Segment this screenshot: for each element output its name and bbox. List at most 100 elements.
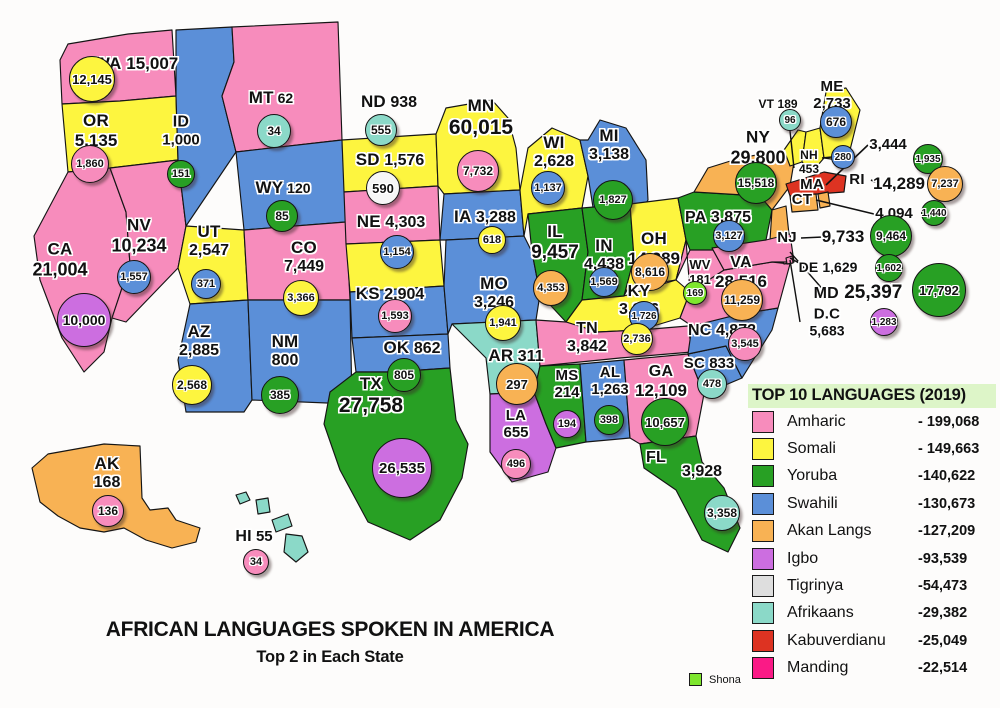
state-bubble-oh[interactable]: 8,616 <box>631 253 669 291</box>
state-bubble-ri[interactable]: 7,237 <box>927 166 963 202</box>
state-bubble-la[interactable]: 496 <box>501 449 531 479</box>
legend-row[interactable]: Swahili -130,673 <box>748 490 996 517</box>
state-bubble-hi[interactable]: 34 <box>243 549 269 575</box>
main-title: AFRICAN LANGUAGES SPOKEN IN AMERICA <box>105 618 555 641</box>
state-bubble-ok[interactable]: 805 <box>387 358 421 392</box>
legend-row[interactable]: Yoruba -140,622 <box>748 463 996 490</box>
state-bubble-pa[interactable]: 3,127 <box>713 220 745 252</box>
state-hi[interactable] <box>255 497 271 515</box>
legend-row[interactable]: Kabuverdianu -25,049 <box>748 627 996 654</box>
state-top1-value: 27,758 <box>338 394 404 417</box>
state-bubble-wy[interactable]: 85 <box>266 200 298 232</box>
state-abbr: NC <box>688 322 712 339</box>
state-md[interactable] <box>711 233 795 271</box>
state-bubble-ne[interactable]: 1,154 <box>380 235 414 269</box>
state-bubble-md[interactable]: 17,792 <box>912 263 966 317</box>
legend-row[interactable]: Manding -22,514 <box>748 655 996 682</box>
state-bubble-de[interactable]: 1,602 <box>875 254 903 282</box>
legend-swatch <box>752 492 774 515</box>
state-bubble-nj[interactable]: 9,464 <box>870 215 912 257</box>
state-bubble-nm[interactable]: 385 <box>261 376 299 414</box>
state-label-ar: AR 311 <box>488 346 543 366</box>
state-bubble-ia[interactable]: 618 <box>478 226 506 254</box>
legend-speaker-count: -140,622 <box>918 468 976 485</box>
state-callout-value-ma: 3,444 <box>869 136 907 154</box>
state-bubble-ms[interactable]: 194 <box>553 410 581 438</box>
state-bubble-ga[interactable]: 10,657 <box>641 398 689 446</box>
state-top1-value: 1,000 <box>162 131 200 149</box>
state-top2-value: 1,827 <box>599 194 627 206</box>
state-bubble-ak[interactable]: 136 <box>92 495 124 527</box>
state-bubble-dc[interactable]: 1,283 <box>870 308 898 336</box>
state-bubble-az[interactable]: 2,568 <box>172 365 212 405</box>
state-bubble-il[interactable]: 4,353 <box>533 270 569 306</box>
legend-speaker-count: - 199,068 <box>918 413 980 430</box>
legend-row[interactable]: Amharic - 199,068 <box>748 408 996 435</box>
state-hi[interactable] <box>235 491 251 505</box>
state-bubble-ar[interactable]: 297 <box>496 363 538 405</box>
state-bubble-mn[interactable]: 7,732 <box>457 150 499 192</box>
state-abbr: CA <box>47 239 73 259</box>
state-abbr: UT <box>197 222 221 241</box>
state-top2-value: 805 <box>393 368 415 382</box>
state-bubble-co[interactable]: 3,366 <box>283 280 319 316</box>
state-top1-value: 5,683 <box>809 322 845 339</box>
state-bubble-sd[interactable]: 590 <box>366 171 400 205</box>
state-top1-value: 2,628 <box>533 153 575 170</box>
legend-row[interactable]: Tigrinya -54,473 <box>748 572 996 599</box>
state-abbr: WY <box>255 178 284 197</box>
state-top2-value: 10,000 <box>62 312 106 328</box>
state-bubble-fl[interactable]: 3,358 <box>704 495 740 531</box>
state-label-la: LA 655 <box>503 407 528 441</box>
legend-row[interactable]: Akan Langs -127,209 <box>748 518 996 545</box>
state-bubble-ny[interactable]: 15,518 <box>735 162 777 204</box>
state-abbr: FL <box>646 449 666 466</box>
state-bubble-or[interactable]: 1,860 <box>71 145 109 183</box>
state-bubble-tx[interactable]: 26,535 <box>372 438 432 498</box>
state-bubble-mi[interactable]: 1,827 <box>593 180 633 220</box>
state-bubble-nd[interactable]: 555 <box>365 114 397 146</box>
state-bubble-ut[interactable]: 371 <box>191 269 221 299</box>
state-bubble-ct[interactable]: 1,440 <box>921 200 947 226</box>
state-abbr: OK <box>383 338 410 357</box>
state-top2-value: 385 <box>269 388 291 402</box>
state-ma[interactable] <box>785 171 847 197</box>
state-bubble-tn[interactable]: 2,736 <box>621 323 653 355</box>
state-bubble-mt[interactable]: 34 <box>257 114 291 148</box>
state-bubble-wa[interactable]: 12,145 <box>69 56 115 102</box>
state-hi[interactable] <box>271 513 293 533</box>
state-label-ga: GA 12,109 <box>635 363 687 401</box>
state-bubble-al[interactable]: 398 <box>594 405 624 435</box>
state-bubble-wi[interactable]: 1,137 <box>531 171 565 205</box>
legend-row[interactable]: Somali - 149,663 <box>748 435 996 462</box>
state-bubble-sc[interactable]: 478 <box>697 369 727 399</box>
state-ct[interactable] <box>789 193 819 213</box>
state-bubble-va[interactable]: 11,259 <box>721 279 763 321</box>
state-top2-value: 8,616 <box>634 265 666 279</box>
state-bubble-in[interactable]: 1,569 <box>589 267 619 297</box>
state-bubble-vt[interactable]: 96 <box>779 109 801 131</box>
legend-extra-shona: Shona <box>689 673 741 686</box>
state-abbr: WI <box>543 133 565 152</box>
state-abbr: ND <box>360 92 386 111</box>
state-bubble-nv[interactable]: 1,557 <box>117 260 151 294</box>
state-top2-value: 478 <box>702 378 722 390</box>
state-bubble-mo[interactable]: 1,941 <box>485 305 521 341</box>
state-bubble-ca[interactable]: 10,000 <box>57 293 111 347</box>
state-bubble-id[interactable]: 151 <box>167 160 195 188</box>
state-ri[interactable] <box>817 191 831 209</box>
state-bubble-ks[interactable]: 1,593 <box>378 299 412 333</box>
state-abbr: MI <box>599 126 619 145</box>
state-bubble-wv[interactable]: 169 <box>683 281 707 305</box>
state-hi[interactable] <box>283 533 309 563</box>
state-bubble-me[interactable]: 676 <box>820 106 852 138</box>
state-bubble-nh[interactable]: 280 <box>831 145 855 169</box>
state-bubble-ma[interactable]: 1,935 <box>913 144 943 174</box>
state-top2-value: 590 <box>372 180 394 196</box>
state-top2-value: 280 <box>834 151 852 163</box>
state-ak[interactable] <box>31 443 201 549</box>
state-bubble-nc[interactable]: 3,545 <box>728 327 762 361</box>
legend-row[interactable]: Igbo -93,539 <box>748 545 996 572</box>
state-label-ks: KS 2,904 <box>356 284 425 304</box>
legend-row[interactable]: Afrikaans -29,382 <box>748 600 996 627</box>
